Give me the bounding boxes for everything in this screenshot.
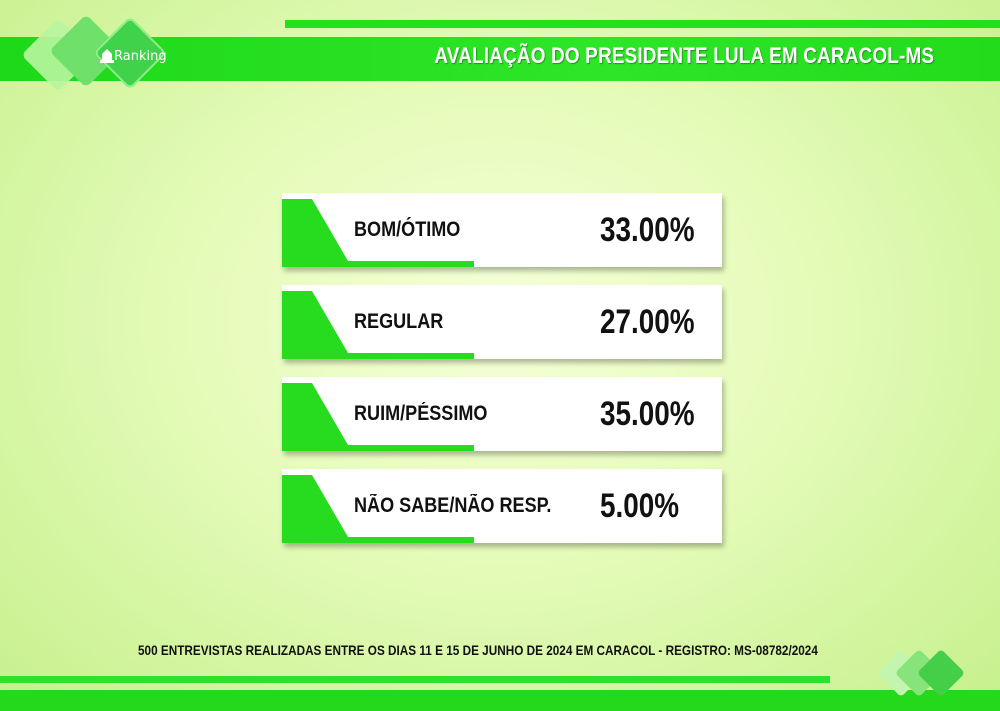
- row-underline: [282, 261, 474, 267]
- row-accent-shape: [282, 291, 348, 353]
- corner-decoration: [870, 640, 980, 710]
- bottom-bar: [0, 690, 1000, 711]
- top-accent-line: [285, 20, 1000, 28]
- result-value: 35.00%: [600, 395, 695, 433]
- result-row: RUIM/PÉSSIMO 35.00%: [282, 377, 722, 451]
- row-underline: [282, 445, 474, 451]
- row-underline: [282, 353, 474, 359]
- result-value: 5.00%: [600, 487, 680, 525]
- result-label: REGULAR: [354, 310, 444, 333]
- row-accent-shape: [282, 383, 348, 445]
- ranking-logo-icon: [100, 49, 114, 63]
- row-accent-shape: [282, 475, 348, 537]
- result-label: NÃO SABE/NÃO RESP.: [354, 494, 552, 517]
- result-value: 27.00%: [600, 303, 695, 341]
- survey-footnote: 500 ENTREVISTAS REALIZADAS ENTRE OS DIAS…: [138, 642, 818, 658]
- bottom-accent-line: [0, 676, 830, 683]
- row-accent-shape: [282, 199, 348, 261]
- result-label: BOM/ÓTIMO: [354, 218, 461, 241]
- row-underline: [282, 537, 474, 543]
- result-value: 33.00%: [600, 211, 695, 249]
- header-bar: AVALIAÇÃO DO PRESIDENTE LULA EM CARACOL-…: [0, 37, 1000, 81]
- result-row: BOM/ÓTIMO 33.00%: [282, 193, 722, 267]
- ranking-logo: Ranking: [20, 5, 180, 105]
- results-list: BOM/ÓTIMO 33.00% REGULAR 27.00% RUIM/PÉS…: [282, 193, 722, 561]
- result-label: RUIM/PÉSSIMO: [354, 402, 488, 425]
- result-row: NÃO SABE/NÃO RESP. 5.00%: [282, 469, 722, 543]
- result-row: REGULAR 27.00%: [282, 285, 722, 359]
- logo-text: Ranking: [114, 49, 167, 64]
- page-title: AVALIAÇÃO DO PRESIDENTE LULA EM CARACOL-…: [434, 43, 934, 68]
